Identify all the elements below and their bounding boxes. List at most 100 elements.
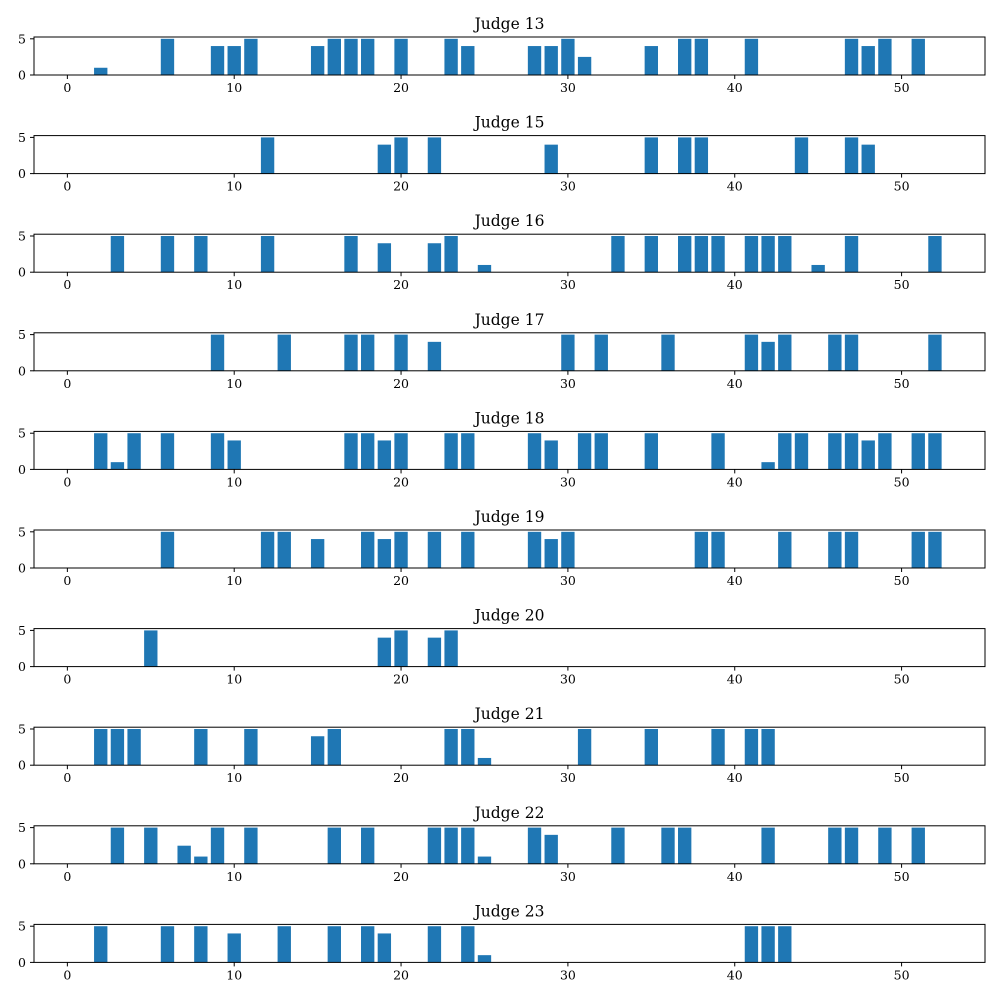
- bar: [577, 433, 592, 470]
- bar: [694, 137, 709, 174]
- bar: [844, 38, 859, 75]
- x-tick-label: 40: [727, 474, 743, 489]
- bar: [310, 736, 325, 766]
- x-tick-label: 20: [393, 672, 409, 687]
- y-tick-label: 5: [18, 426, 26, 441]
- x-tick-label: 30: [560, 770, 576, 785]
- bar: [427, 137, 442, 174]
- bar: [561, 38, 575, 75]
- bar: [244, 729, 258, 766]
- axes-frame: [33, 332, 986, 372]
- bar: [361, 827, 375, 864]
- x-tick-label: 50: [894, 770, 910, 785]
- y-tick-label: 0: [18, 856, 26, 871]
- bar: [160, 38, 175, 75]
- bar: [310, 539, 325, 568]
- x-tick-label: 50: [894, 573, 910, 588]
- bar: [327, 827, 341, 864]
- bar: [144, 827, 158, 864]
- bar: [327, 38, 341, 75]
- bar: [444, 433, 458, 470]
- bar: [377, 243, 392, 273]
- bar: [377, 539, 392, 568]
- bar: [327, 729, 341, 766]
- x-tick-label: 20: [393, 80, 409, 95]
- bar: [210, 334, 225, 371]
- bar: [678, 137, 692, 174]
- x-tick-label: 0: [63, 770, 71, 785]
- x-tick-label: 30: [560, 474, 576, 489]
- axes-frame: [33, 726, 986, 766]
- bar: [394, 433, 408, 470]
- bar: [477, 264, 492, 273]
- axes-frame: [33, 923, 986, 963]
- x-tick-label: 0: [63, 967, 71, 982]
- bar: [327, 926, 341, 963]
- bar: [244, 827, 258, 864]
- bar: [527, 827, 542, 864]
- x-tick-label: 20: [393, 474, 409, 489]
- bar: [928, 236, 942, 273]
- y-tick-label: 5: [18, 722, 26, 737]
- bar: [828, 531, 842, 568]
- y-tick-label: 5: [18, 31, 26, 46]
- bar: [194, 236, 208, 273]
- bar: [561, 531, 575, 568]
- bar: [377, 440, 392, 470]
- bar: [344, 334, 358, 371]
- y-tick-label: 5: [18, 820, 26, 835]
- bar: [344, 38, 358, 75]
- bar: [928, 531, 942, 568]
- x-tick-label: 40: [727, 277, 743, 292]
- axes-frame: [33, 529, 986, 569]
- bar: [210, 46, 225, 75]
- x-tick-label: 50: [894, 474, 910, 489]
- bar: [94, 729, 108, 766]
- bar: [594, 433, 608, 470]
- bar: [110, 236, 125, 273]
- bar: [361, 531, 375, 568]
- bar: [377, 933, 392, 963]
- x-tick-label: 30: [560, 573, 576, 588]
- bar: [611, 827, 625, 864]
- bar: [444, 630, 458, 667]
- bar: [427, 926, 442, 963]
- bar: [361, 926, 375, 963]
- bar: [761, 926, 775, 963]
- bar: [94, 926, 108, 963]
- bar: [744, 334, 759, 371]
- x-tick-label: 10: [226, 474, 242, 489]
- x-tick-label: 30: [560, 967, 576, 982]
- subplot-title: Judge 20: [473, 607, 545, 625]
- subplot-9: Judge 22 0 10 20 30 40 50 0 5: [18, 804, 986, 884]
- bar: [177, 845, 191, 864]
- bar: [761, 462, 775, 470]
- bar: [678, 827, 692, 864]
- bar: [127, 729, 141, 766]
- bar: [661, 827, 675, 864]
- bar: [544, 46, 558, 75]
- x-tick-label: 20: [393, 967, 409, 982]
- bar: [744, 926, 759, 963]
- bar: [778, 236, 792, 273]
- subplot-title: Judge 17: [473, 311, 545, 329]
- bar: [527, 433, 542, 470]
- bar: [361, 334, 375, 371]
- bar: [260, 236, 275, 273]
- subplot-title: Judge 21: [473, 705, 545, 723]
- bar: [427, 827, 442, 864]
- bar: [194, 856, 208, 864]
- bar: [427, 341, 442, 371]
- bar: [928, 433, 942, 470]
- bar: [844, 827, 859, 864]
- bar: [461, 46, 475, 75]
- bar: [527, 46, 542, 75]
- bar: [127, 433, 141, 470]
- axes-frame: [33, 430, 986, 470]
- x-tick-label: 10: [226, 869, 242, 884]
- y-tick-label: 5: [18, 229, 26, 244]
- bar: [461, 531, 475, 568]
- bar: [244, 38, 258, 75]
- bar: [461, 926, 475, 963]
- bar: [377, 637, 392, 667]
